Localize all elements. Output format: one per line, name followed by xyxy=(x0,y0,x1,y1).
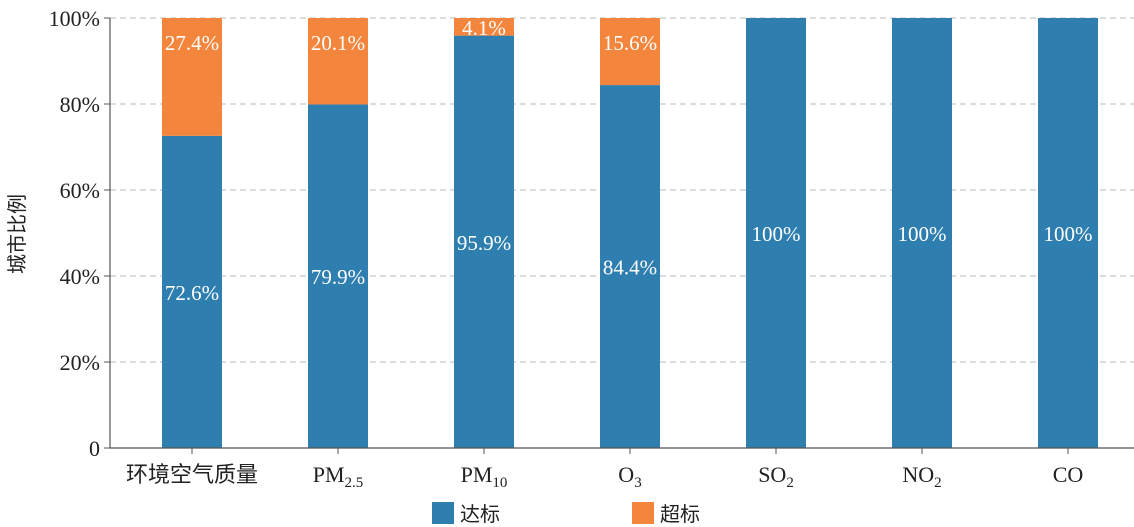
x-tick-label: PM2.5 xyxy=(313,462,364,491)
bar-segment-pass xyxy=(600,85,660,448)
bar-segment-pass xyxy=(308,104,368,449)
bar-segment-pass xyxy=(892,18,952,448)
legend-swatch-fail xyxy=(632,501,654,524)
data-label: 84.4% xyxy=(603,256,657,280)
legend: 达标 超标 xyxy=(0,496,1134,527)
data-label: 100% xyxy=(752,222,801,246)
legend-label-fail: 超标 xyxy=(660,502,700,526)
y-tick-label: 60% xyxy=(60,178,100,203)
y-tick-label: 100% xyxy=(49,6,100,31)
legend-item-fail: 超标 xyxy=(632,498,700,527)
legend-swatch-pass xyxy=(432,501,454,524)
data-label: 4.1% xyxy=(462,16,506,40)
data-label: 27.4% xyxy=(165,31,219,55)
y-axis-title: 城市比例 xyxy=(5,194,29,274)
bar-segment-fail xyxy=(454,18,514,36)
bar-segment-pass xyxy=(1038,18,1098,448)
y-tick-label: 20% xyxy=(60,350,100,375)
y-tick-label: 0 xyxy=(89,436,100,461)
x-tick-label: NO2 xyxy=(902,462,941,491)
data-label: 100% xyxy=(1044,222,1093,246)
x-tick-label: 环境空气质量 xyxy=(126,463,258,488)
data-label: 95.9% xyxy=(457,231,511,255)
y-tick-label: 80% xyxy=(60,92,100,117)
legend-item-pass: 达标 xyxy=(432,498,500,527)
data-label: 72.6% xyxy=(165,281,219,305)
y-tick-label: 40% xyxy=(60,264,100,289)
bar-segment-pass xyxy=(454,35,514,448)
bar-segment-pass xyxy=(746,18,806,448)
bar-segment-pass xyxy=(162,135,222,448)
bar-segment-fail xyxy=(308,18,368,105)
bar-segment-fail xyxy=(600,18,660,86)
x-tick-label: PM10 xyxy=(461,462,508,491)
data-labels: 72.6% 27.4% 79.9% 20.1% 95.9% 4.1% 84.4% 15.6% 1… xyxy=(165,16,1093,305)
legend-label-pass: 达标 xyxy=(460,502,500,526)
x-tick-label: O3 xyxy=(618,462,641,491)
data-label: 100% xyxy=(898,222,947,246)
data-label: 15.6% xyxy=(603,31,657,55)
x-tick-label: SO2 xyxy=(758,462,794,491)
bar-segment-fail xyxy=(162,18,222,136)
axes: 0 20% 40% 60% 80% 100% 环境空气质量 PM2.5 PM10 O3 SO2 NO2… xyxy=(49,6,1134,491)
data-label: 79.9% xyxy=(311,265,365,289)
x-tick-label: CO xyxy=(1053,462,1084,487)
data-label: 20.1% xyxy=(311,31,365,55)
bars xyxy=(162,18,1098,449)
